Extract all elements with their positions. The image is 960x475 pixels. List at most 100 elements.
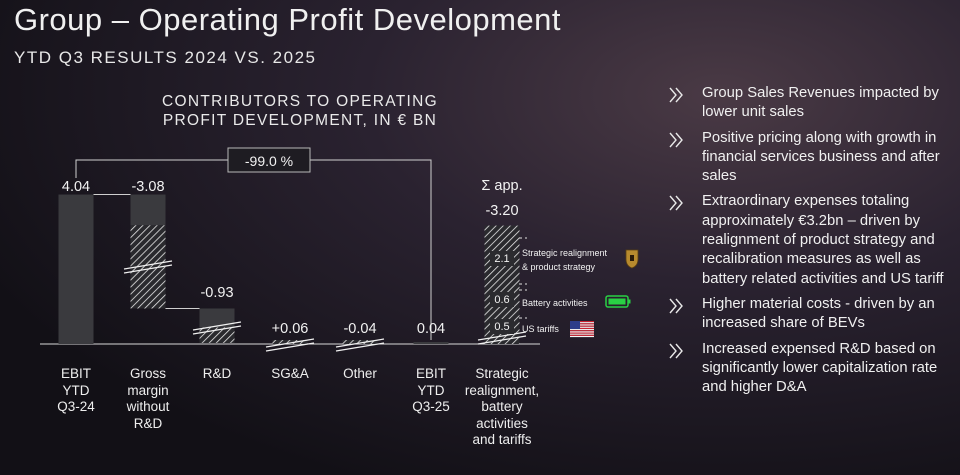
change-label: -99.0 %	[245, 153, 293, 169]
bar-ebit-q3-25	[413, 342, 449, 344]
bullet-item: Group Sales Revenues impacted by lower u…	[668, 84, 958, 123]
category-label-line: and tariffs	[472, 432, 532, 447]
bullet-list: Group Sales Revenues impacted by lower u…	[668, 84, 958, 403]
category-label-line: Other	[343, 366, 377, 381]
break-mark	[335, 342, 385, 352]
bullet-text: Group Sales Revenues impacted by lower u…	[702, 85, 939, 121]
value-label: 0.04	[417, 321, 445, 337]
break-mark	[123, 264, 173, 274]
break-mark	[477, 335, 527, 345]
category-label-line: Q3-25	[412, 399, 450, 414]
battery-fill	[608, 298, 626, 305]
chart-title-line: PROFIT DEVELOPMENT, IN € BN	[162, 112, 438, 129]
bar-gross-margin	[130, 194, 166, 226]
battery-outline	[605, 295, 629, 308]
flag-stripe	[570, 324, 594, 326]
battery-icon	[605, 295, 631, 308]
category-label: Strategic realignment, battery activities an…	[459, 366, 545, 449]
value-label: -3.08	[131, 179, 164, 195]
chart-title: CONTRIBUTORS TO OPERATING PROFIT DEVELOP…	[150, 92, 450, 130]
value-label: -0.93	[200, 285, 233, 301]
bullet-item: Higher material costs - driven by an inc…	[668, 295, 958, 334]
category-label-line: activities	[476, 415, 528, 431]
bullet-item: Positive pricing along with growth in fi…	[668, 129, 958, 187]
flag-stripe	[570, 322, 594, 324]
flag-stripe	[570, 334, 594, 336]
flag-stripe	[570, 335, 594, 338]
page-subtitle: YTD Q3 RESULTS 2024 VS. 2025	[14, 48, 317, 67]
category-label-line: YTD	[62, 382, 90, 398]
category-label-line: R&D	[133, 415, 163, 431]
flag-stripe	[570, 323, 594, 325]
battery-tip	[628, 299, 631, 304]
segment-label: Battery activities	[522, 298, 588, 308]
porsche-crest-icon	[625, 249, 639, 269]
segment-value: 0.6	[494, 294, 509, 306]
category-label: Gross margin without R&D	[105, 366, 191, 432]
bar-ebit-q3-24	[58, 194, 94, 344]
value-label: -0.04	[343, 321, 376, 337]
break-mark	[192, 321, 242, 331]
segment-label: & product strategy	[522, 262, 596, 272]
segment-value-box	[490, 251, 514, 266]
us-flag-icon	[570, 321, 594, 338]
break-mark	[265, 342, 315, 352]
category-label-line: Q3-24	[57, 399, 95, 414]
flag-canton	[570, 321, 580, 329]
category-label: EBIT YTD Q3-25	[388, 366, 474, 416]
bar-other	[342, 340, 378, 344]
bullet-text: Higher material costs - driven by an inc…	[702, 295, 935, 332]
category-label: R&D	[174, 366, 260, 383]
category-label-line: YTD	[417, 382, 445, 398]
bar-rd	[199, 308, 235, 328]
category-label-line: margin	[127, 382, 169, 398]
break-mark	[265, 338, 315, 348]
category-label-line: R&D	[202, 366, 232, 381]
segment-value: 0.5	[494, 321, 509, 333]
break-mark	[477, 331, 527, 341]
segment-label: US tariffs	[522, 324, 559, 334]
segment-label: Strategic realignment	[522, 248, 608, 258]
flag-stripe	[570, 332, 594, 334]
chart-title-line: CONTRIBUTORS TO OPERATING	[162, 93, 438, 110]
category-label-line: Strategic	[475, 366, 529, 381]
flag-stripe	[570, 329, 594, 331]
page-title: Group – Operating Profit Development	[14, 2, 561, 37]
flag-stripe	[570, 327, 594, 330]
category-label-line: realignment,	[464, 382, 540, 398]
flag-stripe	[570, 325, 594, 327]
bullet-item: Increased expensed R&D based on signific…	[668, 340, 958, 398]
sum-label: Σ app.	[481, 178, 522, 194]
flag-stripe	[570, 333, 594, 335]
flag-stripe	[570, 326, 594, 328]
chevron-right-icon	[669, 132, 683, 148]
value-label: +0.06	[272, 321, 309, 337]
category-label-line: SG&A	[271, 366, 309, 381]
chevron-right-icon	[669, 196, 683, 211]
bullet-text: Extraordinary expenses totaling approxim…	[702, 193, 944, 287]
value-label: 4.04	[62, 179, 90, 195]
flag-stripe	[570, 330, 594, 332]
category-label: EBIT YTD Q3-24	[33, 366, 119, 416]
bullet-text: Increased expensed R&D based on signific…	[702, 340, 938, 396]
segment-value-box	[490, 292, 514, 307]
chevron-right-icon	[669, 343, 683, 359]
bullet-item: Extraordinary expenses totaling approxim…	[668, 192, 958, 288]
category-label-line: without	[126, 399, 170, 414]
category-label-line: Gross	[129, 366, 166, 381]
category-label-line: EBIT	[60, 366, 91, 381]
chevron-right-icon	[669, 298, 683, 314]
value-label: -3.20	[485, 203, 518, 219]
category-label-line: battery	[481, 399, 523, 414]
flag-stripe	[570, 331, 594, 333]
change-bracket	[75, 159, 432, 340]
change-box	[227, 147, 311, 173]
crest-center	[630, 255, 634, 261]
segment-value-box	[490, 319, 514, 334]
category-label-line: EBIT	[415, 366, 446, 381]
bullet-text: Positive pricing along with growth in fi…	[702, 129, 940, 185]
flag-stripe	[570, 321, 594, 323]
break-mark	[192, 325, 242, 335]
category-label: Other	[317, 366, 403, 383]
